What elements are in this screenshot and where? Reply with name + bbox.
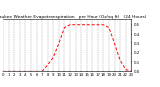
Title: Milwaukee Weather Evapotranspiration   per Hour (Oz/sq ft)   (24 Hours): Milwaukee Weather Evapotranspiration per…	[0, 15, 146, 19]
